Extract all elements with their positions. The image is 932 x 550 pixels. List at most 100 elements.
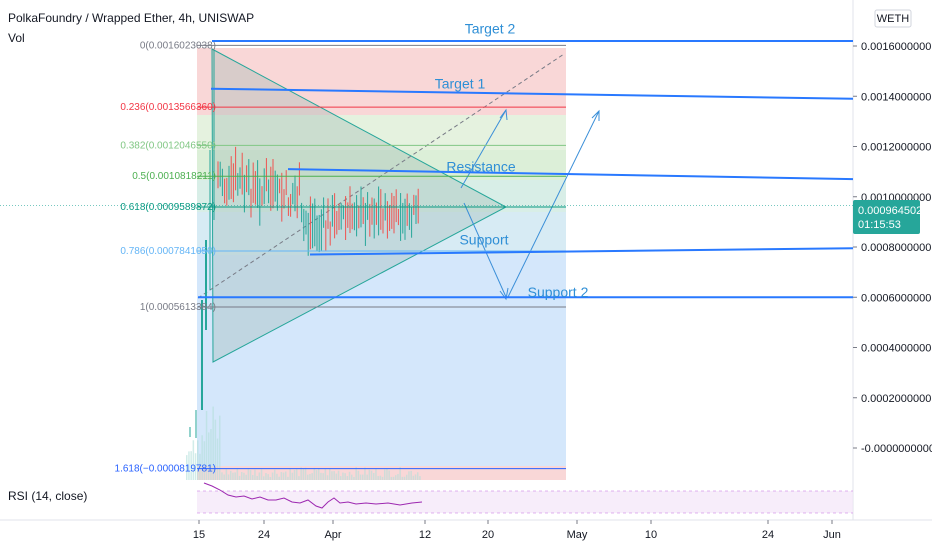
volume-bar: [192, 440, 195, 480]
resistance-line[interactable]: [287, 168, 854, 181]
volume-bar: [326, 475, 329, 480]
currency-badge-label: WETH: [877, 13, 909, 25]
volume-bar: [203, 441, 206, 480]
volume-bar: [386, 468, 388, 480]
volume-bar: [269, 476, 272, 480]
time-tick-label: 20: [482, 529, 494, 541]
support-line[interactable]: [309, 247, 854, 256]
annotation-support-2[interactable]: Support 2: [528, 284, 589, 300]
price-tick-label: 0.0002000000: [861, 393, 931, 405]
volume-bar: [280, 472, 283, 480]
volume-bar: [419, 476, 421, 480]
price-tick-label: 0.0012000000: [861, 142, 931, 154]
volume-bar: [410, 470, 412, 480]
currency-badge[interactable]: WETH: [874, 9, 912, 28]
volume-bar: [401, 476, 404, 480]
volume-bar: [311, 473, 313, 480]
volume-bar: [304, 467, 307, 480]
volume-bar: [258, 472, 261, 480]
volume-bar: [278, 476, 280, 480]
volume-bar: [403, 476, 406, 480]
volume-bar: [357, 470, 360, 480]
volume-bar: [249, 470, 252, 480]
volume-bar: [271, 472, 274, 480]
volume-bar: [359, 474, 362, 480]
volume-bar: [414, 474, 417, 480]
time-tick-label: 24: [258, 529, 270, 541]
volume-bar: [267, 474, 269, 480]
bar-countdown: 01:15:53: [858, 219, 901, 231]
fib-level-label: 0.382(0.0012046550): [120, 140, 216, 151]
price-tick-label: 0.0006000000: [861, 292, 931, 304]
volume-bar: [392, 476, 395, 480]
volume-bar: [417, 472, 419, 480]
volume-indicator-label[interactable]: Vol: [8, 31, 25, 45]
volume-bar: [234, 472, 236, 480]
time-tick-label: 12: [419, 529, 431, 541]
fib-level-label: 0.618(0.0009589872): [120, 202, 216, 213]
volume-bar: [201, 435, 203, 480]
volume-bar: [263, 476, 265, 480]
volume-bar: [236, 468, 239, 480]
time-tick-label: 24: [762, 529, 774, 541]
volume-bar: [335, 473, 338, 480]
chart-symbol-title: PolkaFoundry / Wrapped Ether, 4h, UNISWA…: [8, 11, 255, 25]
volume-bar: [408, 471, 410, 480]
price-tick-label: 0.0016000000: [861, 41, 931, 53]
annotation-support[interactable]: Support: [459, 231, 508, 247]
price-tick-label: 0.0018000000: [861, 0, 931, 3]
volume-bar: [245, 474, 247, 480]
price-tick-label: 0.0008000000: [861, 242, 931, 254]
target-1-line[interactable]: [210, 87, 854, 100]
volume-bar: [298, 476, 300, 480]
price-tick-label: -0.0000000000: [861, 443, 932, 455]
volume-bar: [395, 475, 397, 480]
volume-bar: [291, 472, 294, 480]
volume-bar: [362, 474, 364, 480]
price-axis[interactable]: 0.0018000000 0.0016000000 0.0014000000 0.00…: [853, 0, 932, 455]
volume-bar: [282, 472, 285, 480]
volume-bar: [186, 455, 188, 480]
volume-bar: [247, 469, 250, 480]
current-price-badge: 0.0009645029 01:15:53: [853, 200, 928, 234]
annotation-target-1[interactable]: Target 1: [435, 76, 486, 92]
volume-bar: [337, 470, 340, 480]
volume-bar: [344, 473, 346, 480]
annotation-target-2[interactable]: Target 2: [465, 20, 516, 36]
volume-bar: [194, 453, 197, 480]
volume-bar: [300, 467, 302, 480]
time-tick-label: Apr: [324, 529, 341, 541]
volume-bar: [199, 453, 201, 480]
volume-bar: [406, 474, 408, 480]
volume-bar: [307, 474, 309, 480]
volume-bar: [243, 472, 245, 480]
volume-bar: [368, 469, 371, 480]
rsi-label[interactable]: RSI (14, close): [8, 489, 87, 503]
volume-bar: [313, 467, 316, 480]
annotation-resistance[interactable]: Resistance: [446, 159, 515, 175]
volume-bar: [293, 469, 296, 480]
volume-bar: [221, 472, 223, 480]
volume-bar: [265, 473, 267, 480]
volume-bar: [210, 429, 212, 480]
volume-bar: [373, 473, 375, 480]
volume-bar: [309, 473, 311, 480]
time-tick-label: Jun: [823, 529, 841, 541]
volume-bar: [355, 467, 357, 480]
time-axis[interactable]: 15 24 Apr 12 20 May 10 24 Jun: [193, 520, 841, 541]
volume-bar: [399, 467, 401, 480]
time-tick-label: 10: [645, 529, 657, 541]
volume-bar: [397, 474, 399, 480]
volume-bar: [188, 451, 190, 480]
rsi-pane[interactable]: RSI (14, close): [8, 482, 853, 514]
volume-bar: [366, 474, 368, 480]
time-tick-label: May: [567, 529, 588, 541]
volume-bar: [348, 471, 351, 480]
volume-bar: [320, 472, 322, 480]
volume-bar: [377, 476, 379, 480]
volume-bar: [364, 467, 366, 480]
volume-bar: [256, 475, 258, 480]
volume-bar: [197, 440, 199, 480]
volume-bar: [232, 472, 234, 480]
